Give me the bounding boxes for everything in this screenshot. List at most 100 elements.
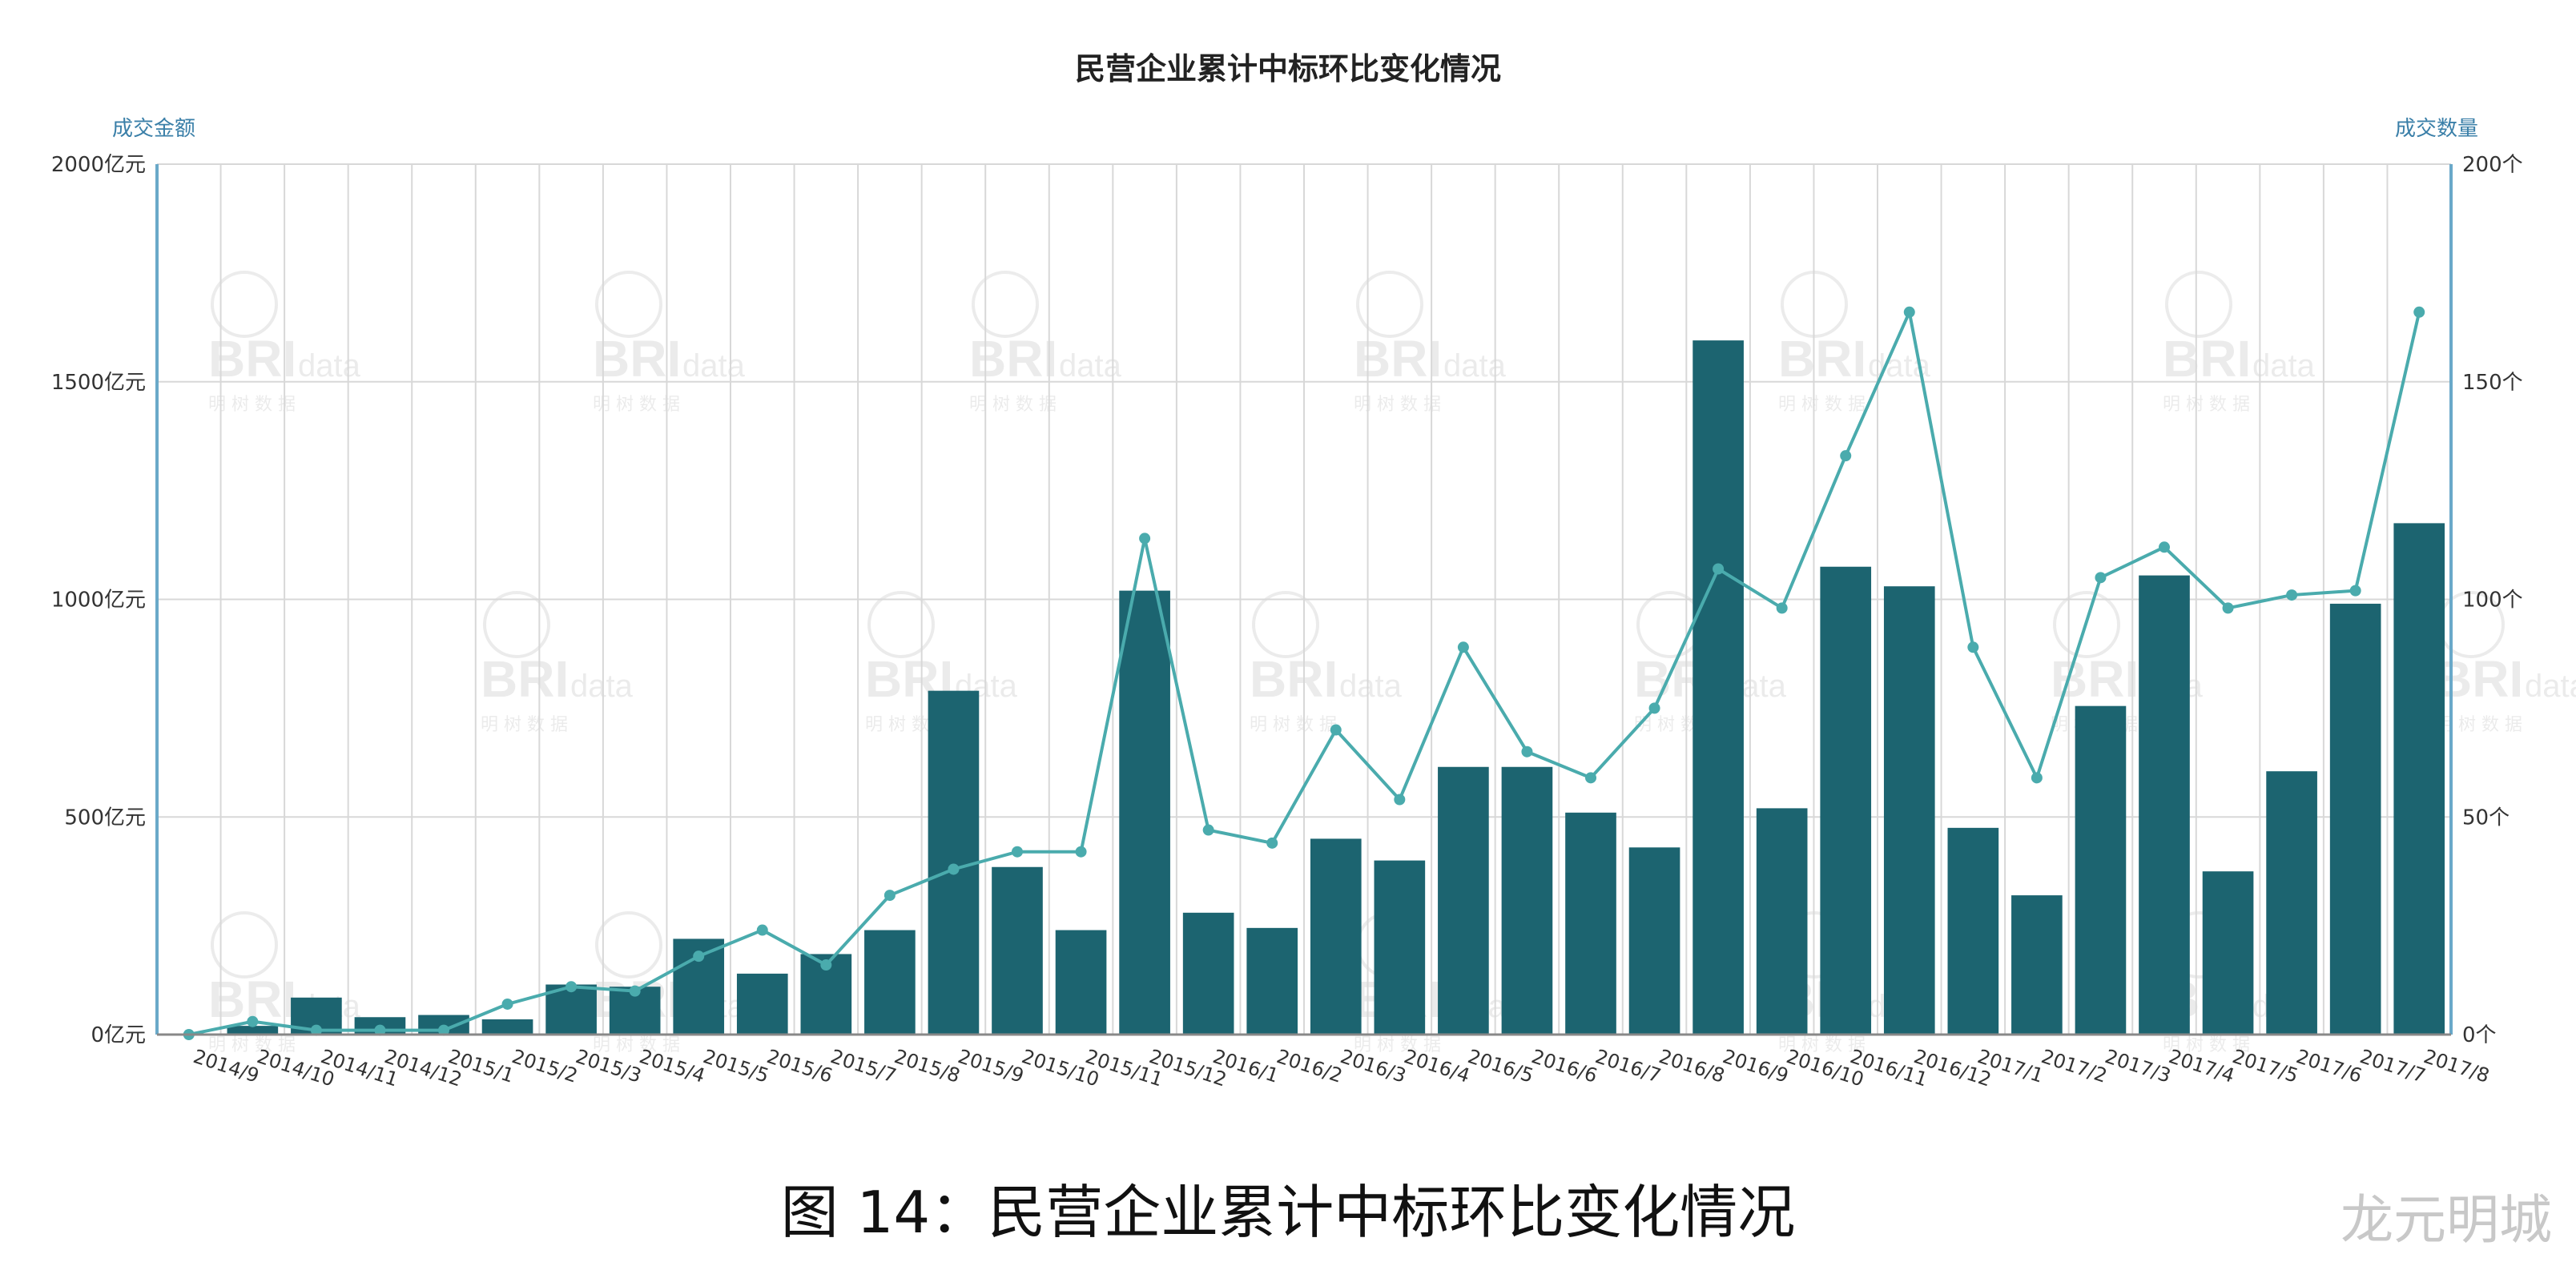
chart-title: 民营企业累计中标环比变化情况: [1074, 50, 1501, 86]
watermark-text: BRI: [481, 650, 569, 708]
line-point-2016/9: [1713, 563, 1725, 575]
watermark-cn-text: 明 树 数 据: [969, 395, 1057, 415]
watermark-text: BRI: [2163, 330, 2251, 388]
line-point-2016/6: [1521, 746, 1533, 758]
watermark-emblem: [1356, 271, 1423, 338]
x-tick-label: 2015/7: [827, 1045, 899, 1087]
bar-2016/7: [1565, 812, 1616, 1035]
y-left-tick-label: 1000亿元: [51, 589, 146, 613]
y-right-tick-label: 0个: [2462, 1023, 2497, 1047]
y-left-tick-label: 0亿元: [91, 1023, 146, 1047]
watermark-text: BRI: [1354, 330, 1442, 388]
x-tick-label: 2016/2: [1274, 1045, 1345, 1087]
line-point-2015/11: [1075, 846, 1087, 858]
watermark-subtext: data: [570, 669, 634, 704]
bar-2017/3: [2075, 705, 2127, 1035]
line-point-2015/4: [629, 985, 641, 997]
bar-2017/6: [2266, 771, 2317, 1035]
y-right-tick-label: 100个: [2462, 589, 2523, 613]
line-point-2017/8: [2413, 306, 2425, 318]
watermark-subtext: data: [2252, 348, 2316, 384]
line-point-2016/8: [1648, 702, 1660, 714]
line-point-2017/1: [1967, 641, 1979, 653]
watermark-cn-text: 明 树 数 据: [208, 1035, 296, 1055]
credit-mark: 龙元明城: [2341, 1189, 2552, 1251]
line-point-2016/1: [1202, 824, 1214, 836]
watermark-cn-text: 明 树 数 据: [1778, 1035, 1866, 1055]
watermark-emblem: [211, 271, 278, 338]
line-point-2014/12: [374, 1024, 386, 1036]
bar-2016/11: [1820, 566, 1872, 1035]
watermark-cn-text: 明 树 数 据: [2435, 715, 2522, 735]
bar-2015/8: [864, 930, 916, 1035]
bar-2015/11: [1055, 930, 1107, 1035]
y-right-tick-label: 200个: [2462, 153, 2523, 177]
watermark-emblem: [1252, 591, 1319, 658]
line-point-2015/7: [820, 959, 832, 971]
line-point-2015/8: [883, 890, 896, 902]
watermark-cn-text: 明 树 数 据: [481, 715, 568, 735]
watermark-cn-text: 明 树 数 据: [208, 395, 296, 415]
watermark-cn-text: 明 树 数 据: [1354, 1035, 1441, 1055]
x-tick-label: 2016/7: [1592, 1045, 1664, 1087]
watermark-cn-text: 明 树 数 据: [593, 395, 680, 415]
bar-2017/5: [2202, 871, 2254, 1035]
y-right-tick-label: 50个: [2462, 806, 2510, 830]
x-tick-label: 2015/8: [892, 1045, 963, 1087]
x-tick-label: 2017/7: [2357, 1045, 2429, 1087]
line-point-2015/5: [693, 950, 705, 963]
line-point-2015/9: [948, 863, 960, 875]
bar-2016/3: [1310, 838, 1362, 1035]
y-left-tick-label: 500亿元: [64, 806, 146, 830]
chart-grid: [156, 163, 2452, 1035]
line-point-2017/7: [2349, 585, 2361, 597]
bar-series: [227, 340, 2445, 1035]
bar-2015/6: [736, 973, 788, 1035]
line-point-2016/11: [1840, 450, 1852, 462]
bar-2017/7: [2329, 603, 2381, 1035]
watermark-text: BRI: [593, 330, 681, 388]
x-tick-label: 2016/6: [1529, 1045, 1600, 1087]
bar-2015/10: [992, 866, 1043, 1035]
bar-2016/10: [1756, 808, 1808, 1035]
line-point-2016/12: [1903, 306, 1915, 318]
line-point-2017/3: [2095, 572, 2107, 584]
line-point-2015/2: [501, 998, 513, 1010]
x-tick-label: 2015/5: [700, 1045, 771, 1087]
chart-axes: [155, 164, 2453, 1036]
y-left-tick-label: 1500亿元: [51, 371, 146, 395]
bar-2017/1: [1947, 827, 1999, 1035]
bar-2015/12: [1119, 590, 1170, 1035]
line-point-2014/11: [310, 1024, 322, 1036]
line-point-2016/4: [1394, 794, 1406, 806]
x-tick-label: 2015/2: [509, 1045, 581, 1087]
bar-2016/9: [1693, 340, 1744, 1035]
bar-2017/2: [2011, 895, 2063, 1035]
line-path: [188, 307, 2421, 1036]
line-point-2014/10: [247, 1015, 259, 1027]
watermark-subtext: data: [1339, 669, 1403, 704]
figure-caption: 图 14：民营企业累计中标环比变化情况: [780, 1179, 1796, 1246]
x-tick-label: 2016/5: [1465, 1045, 1536, 1087]
watermark-emblem: [2165, 271, 2232, 338]
y-left-tick-label: 2000亿元: [51, 153, 146, 177]
x-tick-label: 2016/8: [1656, 1045, 1728, 1087]
bar-2015/9: [928, 690, 980, 1035]
watermark-subtext: data: [298, 348, 361, 384]
line-point-2016/10: [1776, 602, 1788, 614]
watermark-emblem: [211, 911, 278, 979]
watermark-emblem: [483, 591, 550, 658]
line-point-2017/4: [2159, 541, 2170, 553]
line-point-2016/3: [1330, 724, 1342, 736]
watermark-emblem: [867, 591, 935, 658]
watermark-cn-text: 明 树 数 据: [2163, 395, 2250, 415]
watermark-text: BRI: [1250, 650, 1338, 708]
